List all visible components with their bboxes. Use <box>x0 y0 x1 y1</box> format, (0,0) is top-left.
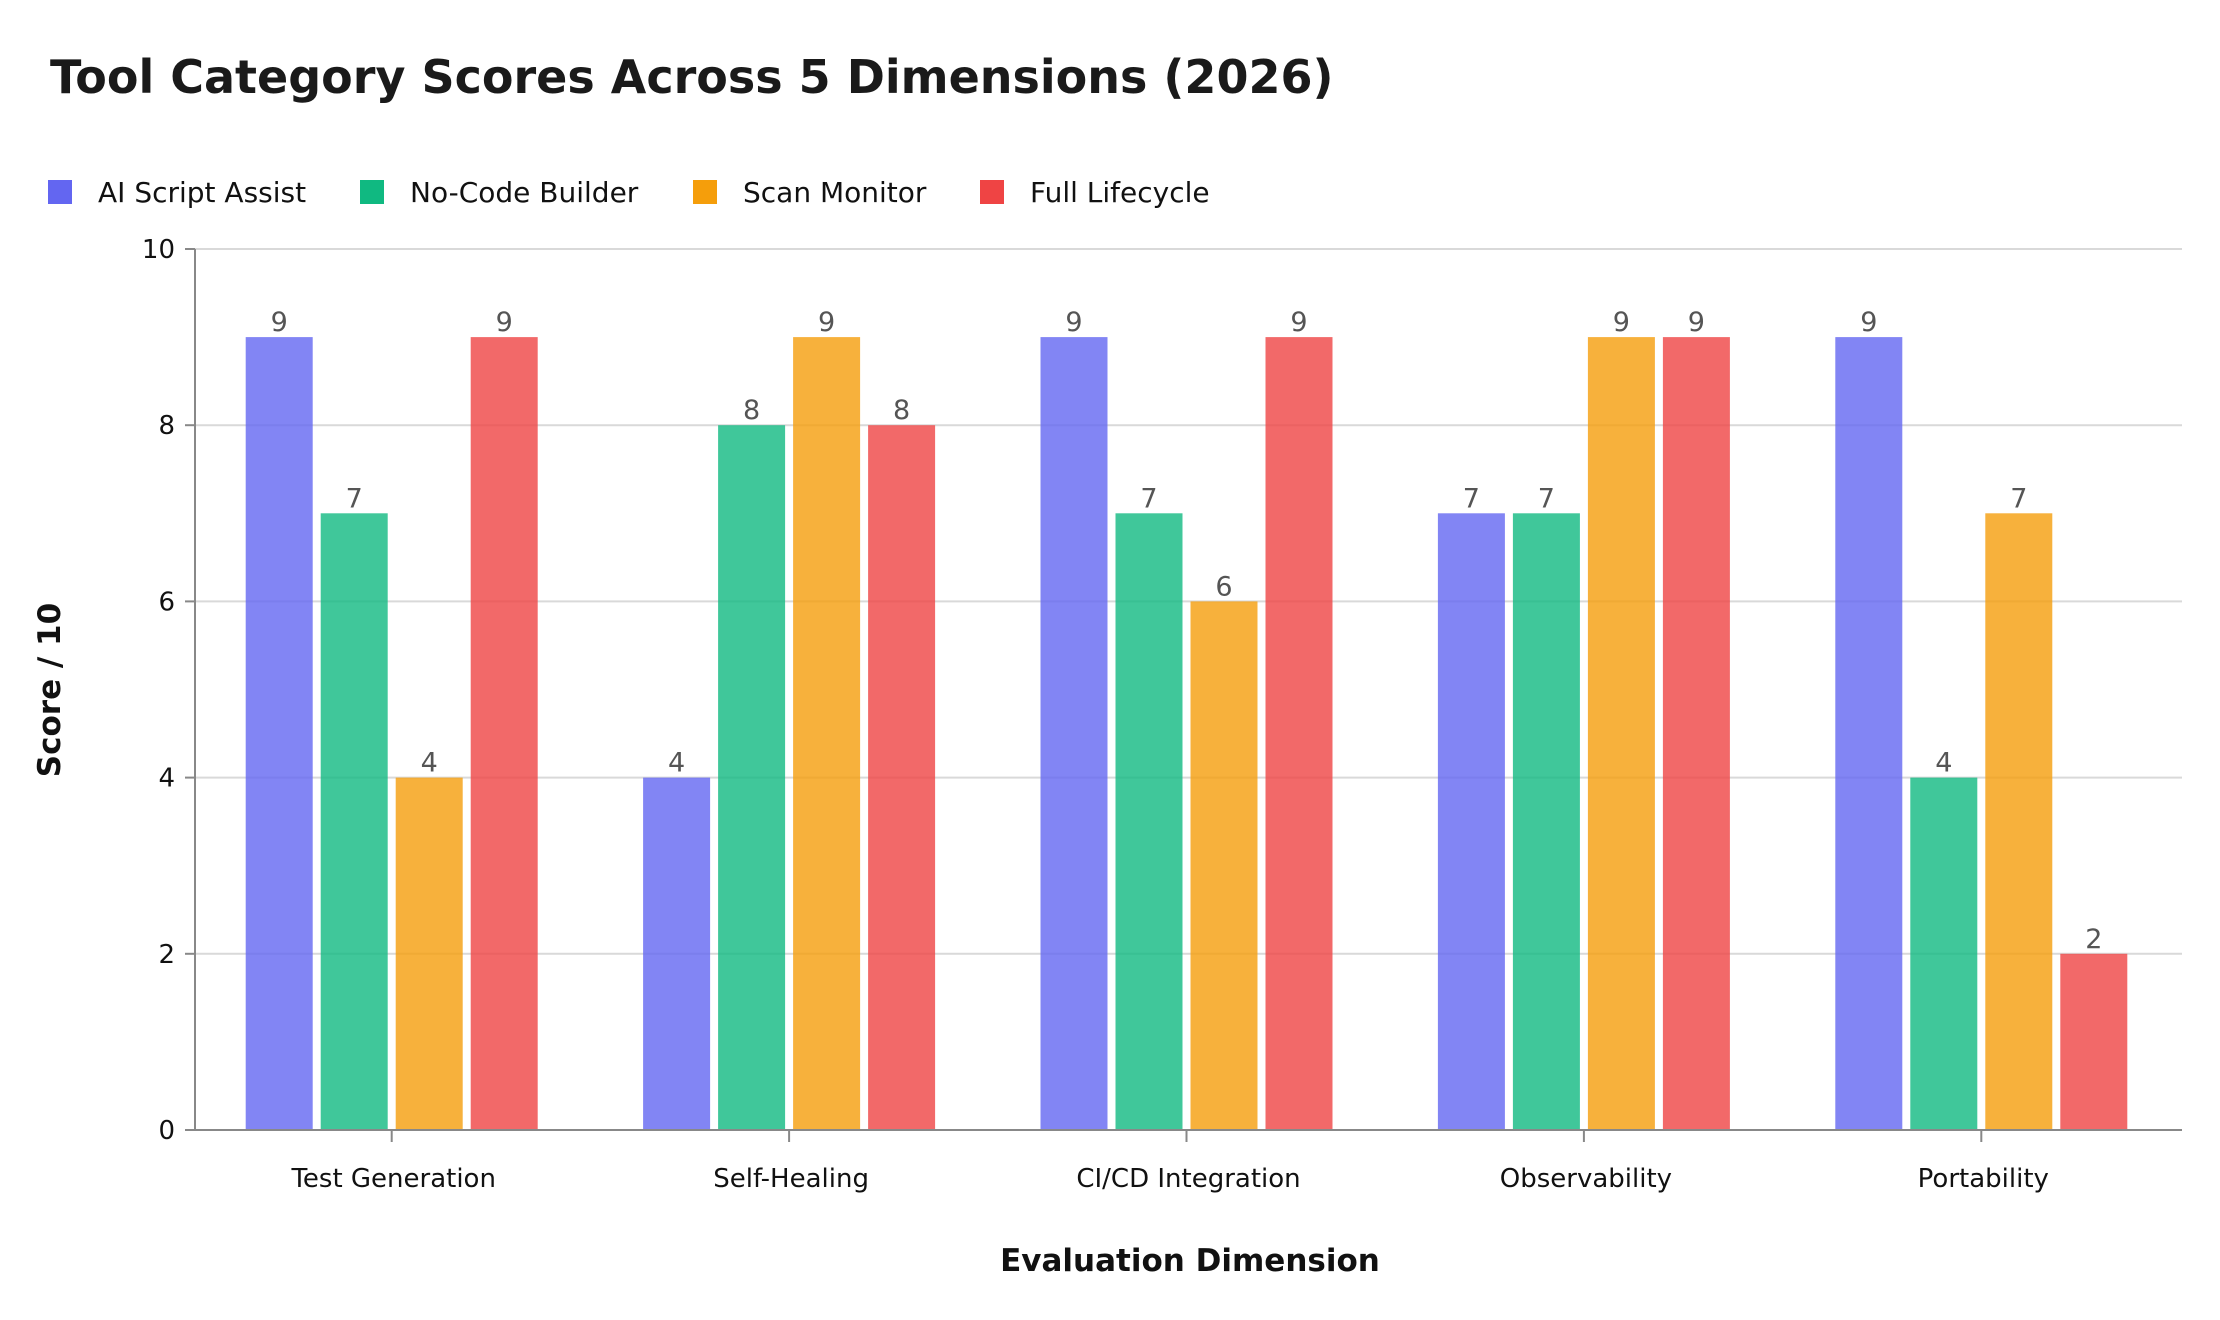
legend-swatch <box>980 180 1004 204</box>
bar <box>643 777 711 1130</box>
bar <box>245 337 313 1131</box>
data-label: 9 <box>271 307 288 338</box>
legend-swatch <box>360 180 384 204</box>
data-label: 9 <box>818 307 835 338</box>
y-tick-label: 10 <box>142 235 175 265</box>
x-tick-label: CI/CD Integration <box>1076 1164 1300 1194</box>
x-tick-label: Observability <box>1500 1164 1672 1194</box>
y-tick-label: 8 <box>158 411 175 441</box>
chart-title: Tool Category Scores Across 5 Dimensions… <box>50 50 1334 104</box>
data-label: 9 <box>496 307 513 338</box>
bar <box>793 337 861 1131</box>
data-label: 6 <box>1215 571 1232 602</box>
bar <box>1662 337 1730 1131</box>
data-label: 8 <box>743 395 760 426</box>
legend-label: Full Lifecycle <box>1030 176 1210 209</box>
bar <box>1040 337 1108 1131</box>
bar <box>868 425 936 1130</box>
bar <box>395 777 463 1130</box>
data-label: 4 <box>1935 748 1952 779</box>
data-label: 4 <box>668 748 685 779</box>
x-axis-title: Evaluation Dimension <box>1000 1243 1380 1279</box>
legend-label: AI Script Assist <box>98 176 306 209</box>
bar <box>1910 777 1978 1130</box>
data-label: 9 <box>1290 307 1307 338</box>
data-label: 7 <box>2010 483 2027 514</box>
y-axis-title: Score / 10 <box>32 603 68 777</box>
x-tick-label: Test Generation <box>290 1164 496 1194</box>
y-tick-label: 0 <box>158 1116 175 1146</box>
legend-label: No-Code Builder <box>410 176 639 209</box>
bar <box>1190 601 1258 1130</box>
data-label: 7 <box>1538 483 1555 514</box>
bar <box>1835 337 1903 1131</box>
bar <box>470 337 538 1131</box>
data-label: 9 <box>1613 307 1630 338</box>
legend: AI Script Assist No-Code Builder Scan Moni… <box>48 176 1210 209</box>
legend-label: Scan Monitor <box>743 176 927 209</box>
bar <box>320 513 388 1130</box>
bar <box>718 425 786 1130</box>
data-label: 8 <box>893 395 910 426</box>
axes: 0 2 4 6 8 10 Test Generation Self-Healing CI/CD … <box>142 235 2182 1194</box>
data-label: 9 <box>1860 307 1877 338</box>
data-label: 7 <box>346 483 363 514</box>
bar <box>1437 513 1505 1130</box>
bar <box>1985 513 2053 1130</box>
data-label: 2 <box>2085 924 2102 955</box>
bar <box>1115 513 1183 1130</box>
bar <box>1512 513 1580 1130</box>
data-label: 7 <box>1140 483 1157 514</box>
y-tick-label: 4 <box>158 764 175 794</box>
bars: 9 7 4 9 4 8 9 8 9 7 6 9 7 7 9 9 9 4 7 2 <box>245 307 2128 1131</box>
data-label: 7 <box>1463 483 1480 514</box>
data-label: 9 <box>1688 307 1705 338</box>
y-tick-label: 6 <box>158 587 175 617</box>
data-label: 9 <box>1065 307 1082 338</box>
x-tick-label: Self-Healing <box>713 1164 869 1194</box>
legend-swatch <box>48 180 72 204</box>
y-tick-label: 2 <box>158 940 175 970</box>
bar <box>1587 337 1655 1131</box>
data-label: 4 <box>421 748 438 779</box>
x-tick-label: Portability <box>1918 1164 2049 1194</box>
bar <box>2060 953 2128 1130</box>
legend-swatch <box>693 180 717 204</box>
bar <box>1265 337 1333 1131</box>
